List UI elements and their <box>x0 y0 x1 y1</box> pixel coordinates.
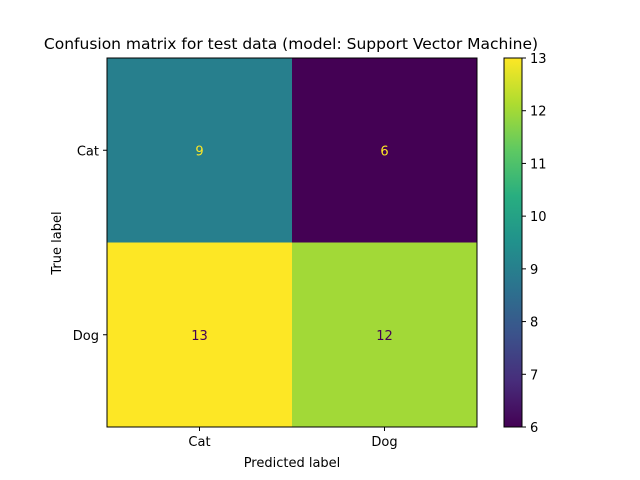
x-tick-label: Dog <box>371 435 397 450</box>
y-tick-label: Cat <box>77 144 99 159</box>
y-axis-ticks: Cat Dog <box>73 144 107 344</box>
matrix-cell <box>292 58 477 243</box>
colorbar: 6 7 8 9 10 11 12 13 <box>503 52 547 436</box>
matrix-cell <box>107 242 292 427</box>
colorbar-tick-label: 9 <box>530 263 538 278</box>
colorbar-tick-label: 7 <box>530 368 538 383</box>
y-axis-label: True label <box>50 211 65 275</box>
x-axis-ticks: Cat Dog <box>188 427 398 450</box>
cell-value-label: 13 <box>191 329 208 344</box>
colorbar-tick-label: 6 <box>530 421 538 436</box>
x-tick-label: Cat <box>188 435 210 450</box>
colorbar-tick-label: 12 <box>530 105 547 120</box>
x-axis-label: Predicted label <box>244 456 341 471</box>
colorbar-tick-label: 11 <box>530 157 547 172</box>
colorbar-tick-label: 13 <box>530 52 547 67</box>
matrix-cells: 9 6 13 12 <box>107 58 477 427</box>
cell-value-label: 6 <box>380 144 388 159</box>
cell-value-label: 12 <box>376 329 393 344</box>
colorbar-ticks: 6 7 8 9 10 11 12 13 <box>522 52 547 436</box>
y-tick-label: Dog <box>73 329 99 344</box>
colorbar-gradient <box>503 57 523 428</box>
plot-frame <box>106 57 478 428</box>
matrix-cell <box>107 58 292 243</box>
matrix-cell <box>292 242 477 427</box>
colorbar-tick-label: 8 <box>530 316 538 331</box>
chart-title: Confusion matrix for test data (model: S… <box>44 35 538 53</box>
colorbar-tick-label: 10 <box>530 210 547 225</box>
cell-value-label: 9 <box>195 144 203 159</box>
